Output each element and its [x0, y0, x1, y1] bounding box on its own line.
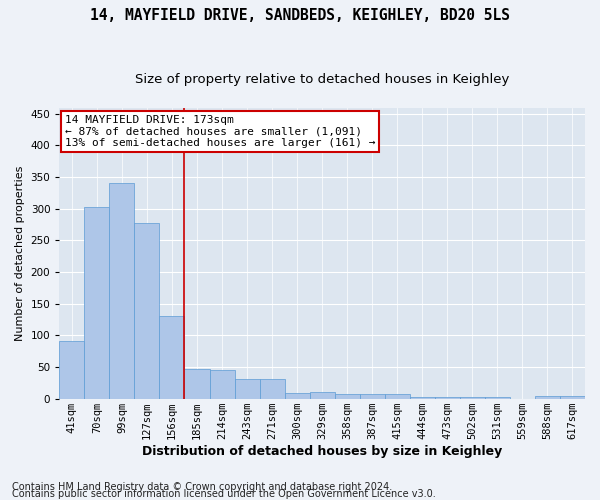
Bar	[160, 316, 184, 398]
Bar	[59, 341, 85, 398]
Bar	[235, 379, 260, 398]
Bar	[485, 397, 510, 398]
Bar	[184, 369, 209, 398]
Bar	[560, 396, 585, 398]
Bar	[435, 397, 460, 398]
Text: 14 MAYFIELD DRIVE: 173sqm
← 87% of detached houses are smaller (1,091)
13% of se: 14 MAYFIELD DRIVE: 173sqm ← 87% of detac…	[65, 115, 375, 148]
Bar	[85, 207, 109, 398]
Bar	[284, 393, 310, 398]
Bar	[460, 397, 485, 398]
Bar	[335, 394, 360, 398]
Bar	[385, 394, 410, 398]
Text: Contains HM Land Registry data © Crown copyright and database right 2024.: Contains HM Land Registry data © Crown c…	[12, 482, 392, 492]
Bar	[310, 392, 335, 398]
Bar	[109, 184, 134, 398]
Title: Size of property relative to detached houses in Keighley: Size of property relative to detached ho…	[135, 72, 509, 86]
Bar	[134, 224, 160, 398]
Y-axis label: Number of detached properties: Number of detached properties	[15, 166, 25, 341]
Bar	[410, 397, 435, 398]
Bar	[209, 370, 235, 398]
Bar	[260, 379, 284, 398]
X-axis label: Distribution of detached houses by size in Keighley: Distribution of detached houses by size …	[142, 444, 502, 458]
Bar	[360, 394, 385, 398]
Bar	[535, 396, 560, 398]
Text: 14, MAYFIELD DRIVE, SANDBEDS, KEIGHLEY, BD20 5LS: 14, MAYFIELD DRIVE, SANDBEDS, KEIGHLEY, …	[90, 8, 510, 22]
Text: Contains public sector information licensed under the Open Government Licence v3: Contains public sector information licen…	[12, 489, 436, 499]
